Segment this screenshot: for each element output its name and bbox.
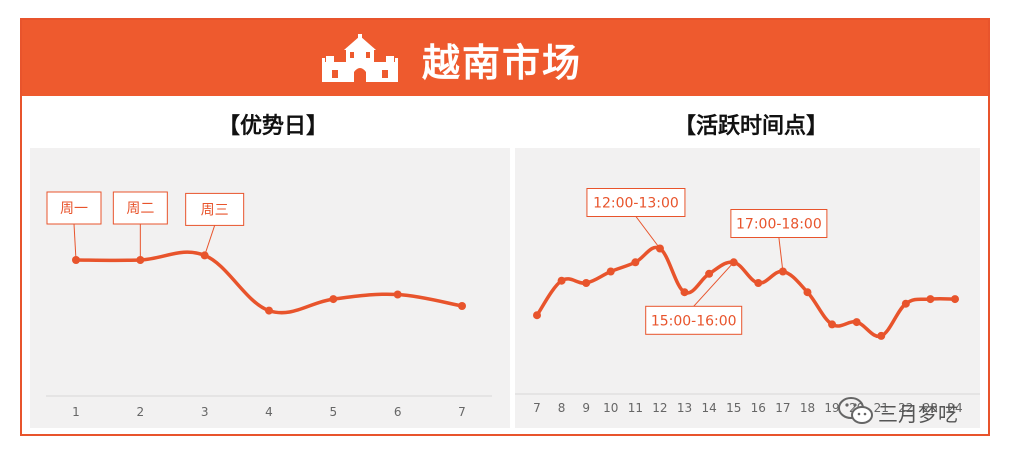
callout: 周二 xyxy=(112,191,168,260)
x-tick-label: 2 xyxy=(137,405,145,419)
chart-panel-weekday: 1 2 3 4 5 6 7 周一 周二 周三 xyxy=(30,148,510,428)
x-tick-label: 19 xyxy=(824,401,839,415)
x-tick-label: 7 xyxy=(458,405,466,419)
callout-label: 周三 xyxy=(201,202,229,218)
callout-label: 12:00-13:00 xyxy=(593,196,679,212)
data-point xyxy=(803,288,812,297)
x-tick-label: 3 xyxy=(201,405,209,419)
data-point xyxy=(951,295,959,304)
watermark: 三月梦呓 xyxy=(836,394,986,428)
right-chart-title: 【活跃时间点】 xyxy=(674,114,829,139)
left-chart-title: 【优势日】 xyxy=(218,114,329,139)
x-tick-label: 14 xyxy=(701,401,716,415)
x-tick-label: 8 xyxy=(558,401,566,415)
callout-label: 15:00-16:00 xyxy=(651,313,737,329)
callout-label: 周一 xyxy=(60,201,88,217)
x-tick-label: 11 xyxy=(628,401,643,415)
data-point xyxy=(852,318,861,327)
chart-frame: 越南市场 【优势日】 【活跃时间点】 1 2 3 4 5 6 7 周一 周二 周三 7 8 9 10 11… xyxy=(20,18,990,436)
data-point xyxy=(901,299,910,308)
x-tick-label: 7 xyxy=(533,401,541,415)
callout: 15:00-16:00 xyxy=(645,261,743,335)
data-point xyxy=(557,276,566,285)
callout-box xyxy=(730,209,828,238)
x-tick-label: 17 xyxy=(775,401,790,415)
callout: 12:00-13:00 xyxy=(586,188,686,249)
x-tick-label: 5 xyxy=(330,405,338,419)
x-tick-label: 16 xyxy=(751,401,766,415)
data-point xyxy=(582,279,591,287)
callout-label: 周二 xyxy=(126,201,154,217)
x-tick-label: 13 xyxy=(677,401,692,415)
callout-box xyxy=(586,188,686,217)
series-line xyxy=(75,250,463,315)
callout-pointer xyxy=(693,261,735,307)
callout: 周一 xyxy=(46,191,102,261)
callout: 17:00-18:00 xyxy=(730,209,828,272)
series-line xyxy=(535,245,956,339)
x-tick-label: 1 xyxy=(72,405,80,419)
data-point xyxy=(329,295,338,304)
callout-box xyxy=(645,305,743,335)
x-tick-label: 15 xyxy=(726,401,741,415)
callout-pointer xyxy=(204,225,216,256)
banner: 越南市场 xyxy=(22,20,988,96)
callout-pointer xyxy=(73,223,77,261)
data-point xyxy=(458,302,466,310)
wechat-icon xyxy=(838,397,873,424)
x-tick-label: 12 xyxy=(652,401,667,415)
callout-label: 17:00-18:00 xyxy=(736,217,822,233)
x-tick-label: 22 xyxy=(898,401,913,415)
data-point xyxy=(828,320,837,329)
callout-box xyxy=(46,191,102,225)
x-tick-label: 9 xyxy=(582,401,590,415)
x-tick-label: 6 xyxy=(394,405,402,419)
x-tick-label: 4 xyxy=(265,405,273,419)
data-point xyxy=(606,267,615,276)
data-point xyxy=(265,306,273,315)
watermark-text: 三月梦呓 xyxy=(878,402,958,426)
x-tick-label: 23 xyxy=(923,401,938,415)
data-point xyxy=(393,290,402,299)
x-tick-label: 10 xyxy=(603,401,618,415)
chart-panel-hours: 78910111213141516171819202122232412:00-1… xyxy=(515,148,980,428)
callout-pointer xyxy=(778,237,784,272)
x-tick-label: 21 xyxy=(874,401,889,415)
castle-icon xyxy=(322,34,398,82)
data-point xyxy=(705,269,714,278)
data-point xyxy=(754,279,763,287)
x-tick-label: 18 xyxy=(800,401,815,415)
callout: 周三 xyxy=(185,192,245,256)
banner-title: 越南市场 xyxy=(422,41,583,85)
callout-box xyxy=(112,191,168,225)
data-point xyxy=(631,258,640,267)
callout-pointer xyxy=(635,216,661,249)
callout-box xyxy=(185,192,245,226)
data-point xyxy=(533,311,541,320)
data-point xyxy=(926,295,935,304)
weekday-line-chart: 1 2 3 4 5 6 7 周一 周二 周三 xyxy=(46,191,492,419)
data-point xyxy=(680,288,689,297)
data-point xyxy=(877,331,886,340)
hours-line-chart: 78910111213141516171819202122232412:00-1… xyxy=(515,188,980,415)
x-tick-label: 24 xyxy=(947,401,962,415)
